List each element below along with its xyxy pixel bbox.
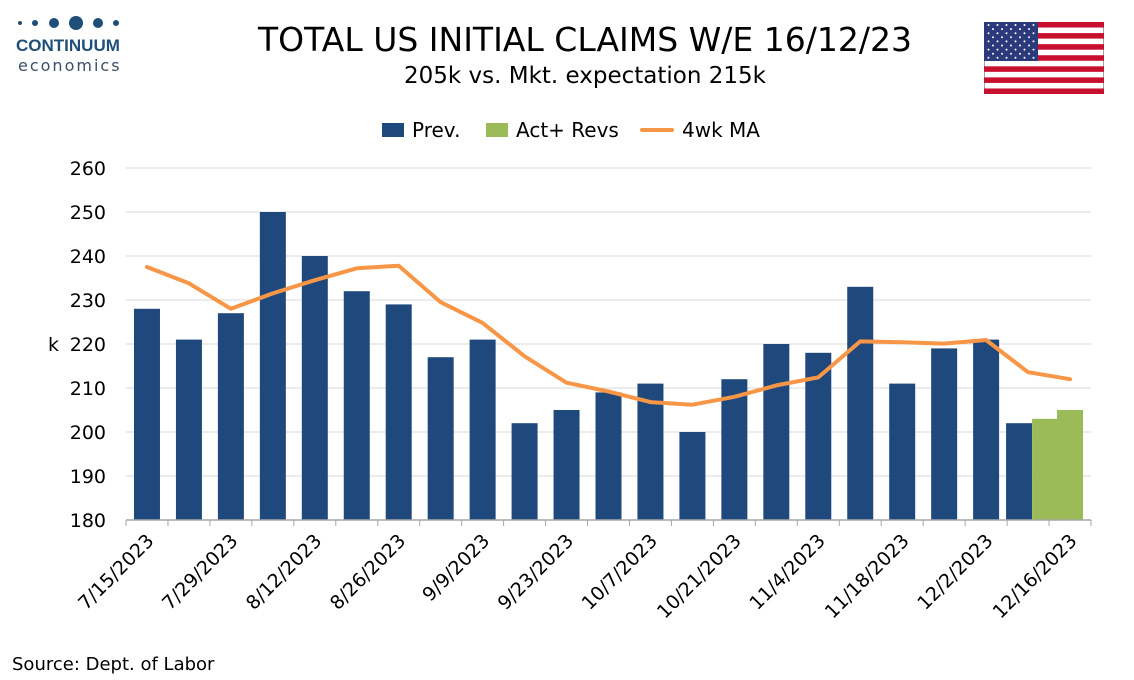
x-tick-label: 10/7/2023 <box>578 530 662 614</box>
logo-brand-text: CONTINUUM <box>16 36 120 55</box>
x-tick-label: 9/9/2023 <box>418 530 494 606</box>
bar-prev <box>553 410 580 520</box>
legend-swatch-4wk-ma <box>640 128 674 132</box>
bar-prev <box>763 344 790 520</box>
continuum-logo: CONTINUUM economics <box>12 14 136 76</box>
y-tick-label: 200 <box>70 422 106 444</box>
bar-prev <box>217 313 244 520</box>
y-tick-label: 260 <box>70 158 106 180</box>
ma-line-group <box>145 263 1072 407</box>
y-tick-label: 240 <box>70 246 106 268</box>
legend-label-act-revs: Act+ Revs <box>516 118 619 142</box>
bar-prev <box>175 339 202 520</box>
y-tick-label: 180 <box>70 510 106 532</box>
chart-subtitle: 205k vs. Mkt. expectation 215k <box>403 63 766 89</box>
legend-swatch-act-revs <box>486 123 508 137</box>
y-axis: 180 190 200 210 220 230 240 250 260 k <box>48 158 106 532</box>
us-flag-icon <box>984 22 1104 94</box>
bar-act-revs <box>1032 418 1059 520</box>
bar-prev <box>679 432 706 520</box>
chart-legend: Prev. Act+ Revs 4wk MA <box>0 118 1134 144</box>
bar-prev <box>469 339 496 520</box>
x-tick-label: 7/29/2023 <box>158 530 242 614</box>
bar-prev <box>133 308 160 520</box>
grid-lines <box>126 167 1091 477</box>
y-tick-label: 220 <box>70 334 106 356</box>
x-tick-label: 12/2/2023 <box>913 530 997 614</box>
bar-prev <box>385 304 412 520</box>
x-tick-label: 8/12/2023 <box>242 530 326 614</box>
logo-dots-icon <box>18 16 119 30</box>
chart-title: TOTAL US INITIAL CLAIMS W/E 16/12/23 <box>258 20 912 59</box>
y-tick-label: 250 <box>70 202 106 224</box>
logo-sub-text: economics <box>18 56 122 75</box>
legend-label-prev: Prev. <box>412 118 461 142</box>
bar-prev <box>721 379 748 520</box>
bar-prev <box>1006 423 1033 520</box>
bar-prev <box>595 392 622 520</box>
x-tick-label: 7/15/2023 <box>74 530 158 614</box>
x-tick-label: 9/23/2023 <box>494 530 578 614</box>
ma-line <box>145 263 1072 407</box>
bar-prev <box>931 348 958 520</box>
x-axis: 7/15/2023 7/29/2023 8/12/2023 8/26/2023 9/9/… <box>74 519 1092 623</box>
bar-prev <box>427 357 454 520</box>
legend-swatch-prev <box>382 123 404 137</box>
legend-item-act-revs: Act+ Revs <box>486 118 619 142</box>
y-tick-label: 210 <box>70 378 106 400</box>
y-tick-label: 190 <box>70 466 106 488</box>
bars <box>133 212 1084 520</box>
legend-label-4wk-ma: 4wk MA <box>682 118 760 142</box>
y-tick-label: 230 <box>70 290 106 312</box>
x-tick-label: 8/26/2023 <box>326 530 410 614</box>
legend-item-4wk-ma: 4wk MA <box>640 118 760 142</box>
x-tick-label: 11/4/2023 <box>745 530 829 614</box>
source-note: Source: Dept. of Labor <box>12 654 215 675</box>
bar-prev <box>889 383 916 520</box>
x-tick-label: 12/16/2023 <box>989 530 1082 623</box>
bar-prev <box>511 423 538 520</box>
x-tick-label: 10/21/2023 <box>653 530 746 623</box>
legend-item-prev: Prev. <box>382 118 460 142</box>
x-tick-label: 11/18/2023 <box>821 530 914 623</box>
bar-prev <box>973 339 1000 520</box>
bar-prev <box>259 212 286 520</box>
bar-prev <box>637 383 664 520</box>
bar-prev <box>847 286 874 520</box>
bar-prev <box>301 256 328 520</box>
claims-chart: 180 190 200 210 220 230 240 250 260 k 7/15/2023 7/… <box>48 158 1092 623</box>
bar-act-revs <box>1057 410 1084 520</box>
bar-prev <box>343 291 370 520</box>
y-axis-label: k <box>48 334 59 356</box>
